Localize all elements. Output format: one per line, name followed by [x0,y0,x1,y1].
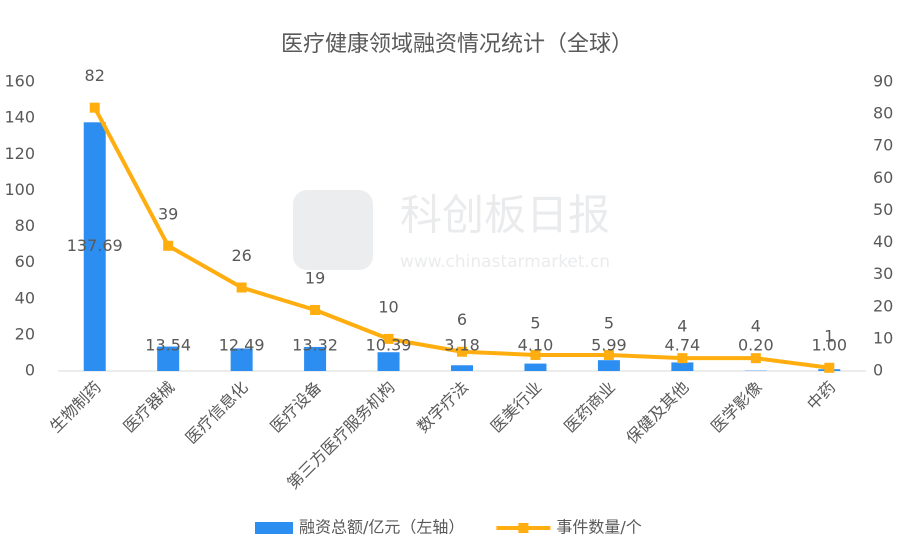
bar-value-label: 3.18 [444,336,480,355]
bar-value-label: 13.32 [292,336,338,355]
y2-tick-label: 80 [873,104,893,123]
y-tick-label: 80 [15,216,35,235]
y2-tick-label: 10 [873,328,893,347]
line-value-label: 1 [824,326,834,345]
y2-tick-label: 20 [873,296,893,315]
bar-value-label: 12.49 [219,336,265,355]
line-value-label: 82 [85,66,105,85]
bar [157,346,180,371]
bar-value-label: 4.74 [665,336,701,355]
bar-value-label: 10.39 [366,336,412,355]
y2-tick-label: 0 [873,361,883,380]
bar [377,352,400,371]
bar-value-label: 4.10 [518,336,554,355]
y2-tick-label: 60 [873,168,893,187]
y-tick-label: 120 [4,144,35,163]
line-marker [530,349,541,360]
y-tick-label: 140 [4,108,35,127]
legend-label: 融资总额/亿元（左轴） [299,518,464,537]
x-tick-label: 医疗设备 [266,378,325,437]
line-value-label: 19 [305,268,325,287]
line-marker [677,353,688,364]
x-tick-label: 医美行业 [487,378,546,437]
line-value-label: 5 [530,313,540,332]
line-marker [824,362,835,373]
line-marker [750,353,761,364]
legend-swatch [255,522,293,534]
line-marker [603,349,614,360]
bar [524,363,547,371]
y2-tick-label: 40 [873,232,893,251]
x-tick-label: 中药 [803,378,839,414]
bar [597,360,620,371]
line-value-label: 10 [378,297,398,316]
bar-value-label: 0.20 [738,336,774,355]
y-tick-label: 40 [15,288,35,307]
line-value-label: 39 [158,204,178,223]
x-tick-label: 数字疗法 [413,378,472,437]
line-marker [457,346,467,357]
y-tick-label: 60 [15,252,35,271]
x-tick-label: 医疗信息化 [182,378,252,448]
x-tick-label: 医疗器械 [119,378,178,437]
legend-swatch [518,523,529,533]
line-value-label: 26 [231,246,251,265]
y2-tick-label: 30 [873,264,893,283]
x-tick-label: 医学影像 [707,378,766,437]
bar [83,122,106,371]
line-marker [236,282,247,293]
bar-value-label: 1.00 [811,336,847,355]
y2-tick-label: 50 [873,200,893,219]
y-tick-label: 20 [15,324,35,343]
watermark-logo [293,190,373,270]
y2-tick-label: 70 [873,136,893,155]
y-tick-label: 100 [4,180,35,199]
line-marker [163,240,174,251]
line-marker [310,304,321,315]
x-tick-label: 保健及其他 [622,378,692,448]
line-marker [383,333,394,344]
line-value-label: 6 [457,310,467,329]
x-tick-label: 生物制药 [46,378,105,437]
line-value-label: 5 [604,313,614,332]
watermark: 科创板日报 www.chinastarmarket.cn [293,190,610,272]
bar [230,348,253,371]
bar-value-label: 5.99 [591,336,627,355]
chart-title: 医疗健康领域融资情况统计（全球） [281,32,633,57]
bar-value-label: 13.54 [145,336,191,355]
line-value-label: 4 [751,317,761,336]
bar [451,365,473,371]
bar [304,346,327,371]
legend-label: 事件数量/个 [556,518,641,537]
bar [671,362,694,371]
watermark-url: www.chinastarmarket.cn [400,252,610,272]
y-tick-label: 160 [4,72,35,91]
y2-tick-label: 90 [873,72,893,91]
line-marker [89,102,100,113]
line-value-label: 4 [677,317,687,336]
y-tick-label: 0 [25,361,35,380]
watermark-brand: 科创板日报 [400,191,610,240]
bar-value-label: 137.69 [67,236,123,255]
x-tick-label: 医药商业 [560,378,619,437]
